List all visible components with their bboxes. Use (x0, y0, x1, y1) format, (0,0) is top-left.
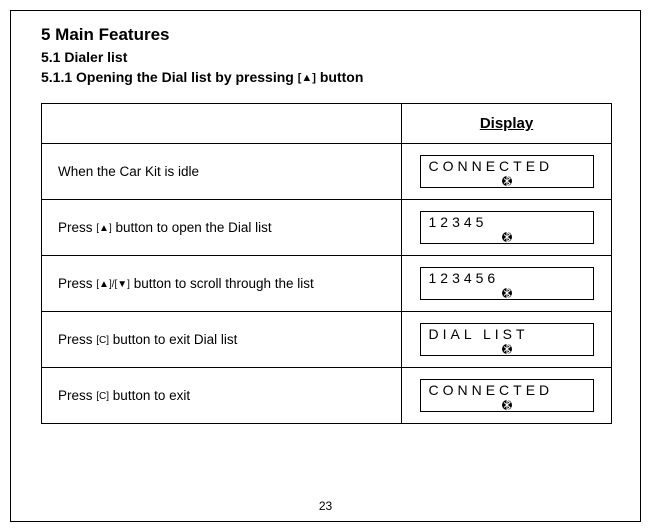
h3-prefix: 5.1.1 Opening the Dial list by pressing (41, 69, 298, 85)
heading-level-1: 5 Main Features (41, 25, 610, 45)
display-cell: CONNECTED (402, 368, 612, 424)
bluetooth-icon (502, 288, 512, 298)
feature-table: Display When the Car Kit is idle CONNECTE… (41, 103, 612, 424)
step-cell: Press [C] button to exit (42, 368, 402, 424)
up-button-symbol: [▲] (298, 72, 316, 84)
heading-level-3: 5.1.1 Opening the Dial list by pressing … (41, 69, 610, 85)
content-area: 5 Main Features 5.1 Dialer list 5.1.1 Op… (11, 11, 640, 424)
blank-header (42, 104, 402, 144)
bluetooth-indicator (429, 287, 585, 298)
lcd-display: 12345 (420, 211, 594, 244)
heading-level-2: 5.1 Dialer list (41, 49, 610, 65)
step-cell: Press [▲] button to open the Dial list (42, 200, 402, 256)
bluetooth-indicator (429, 399, 585, 410)
page-frame: 5 Main Features 5.1 Dialer list 5.1.1 Op… (10, 10, 641, 522)
step-cell: When the Car Kit is idle (42, 144, 402, 200)
h3-suffix: button (316, 69, 363, 85)
lcd-line-1: 123456 (429, 271, 585, 287)
lcd-line-1: CONNECTED (429, 159, 585, 175)
display-cell: DIAL LIST (402, 312, 612, 368)
lcd-display: CONNECTED (420, 155, 594, 188)
bluetooth-indicator (429, 343, 585, 354)
bluetooth-indicator (429, 231, 585, 242)
bluetooth-icon (502, 232, 512, 242)
lcd-line-1: CONNECTED (429, 383, 585, 399)
display-cell: 123456 (402, 256, 612, 312)
lcd-line-1: DIAL LIST (429, 327, 585, 343)
lcd-display: 123456 (420, 267, 594, 300)
step-cell: Press [C] button to exit Dial list (42, 312, 402, 368)
lcd-line-1: 12345 (429, 215, 585, 231)
bluetooth-icon (502, 400, 512, 410)
lcd-display: DIAL LIST (420, 323, 594, 356)
page-number: 23 (11, 499, 640, 513)
bluetooth-icon (502, 344, 512, 354)
lcd-display: CONNECTED (420, 379, 594, 412)
bluetooth-indicator (429, 175, 585, 186)
display-header: Display (402, 104, 612, 144)
bluetooth-icon (502, 176, 512, 186)
display-cell: CONNECTED (402, 144, 612, 200)
step-cell: Press [▲]/[▼] button to scroll through t… (42, 256, 402, 312)
display-cell: 12345 (402, 200, 612, 256)
